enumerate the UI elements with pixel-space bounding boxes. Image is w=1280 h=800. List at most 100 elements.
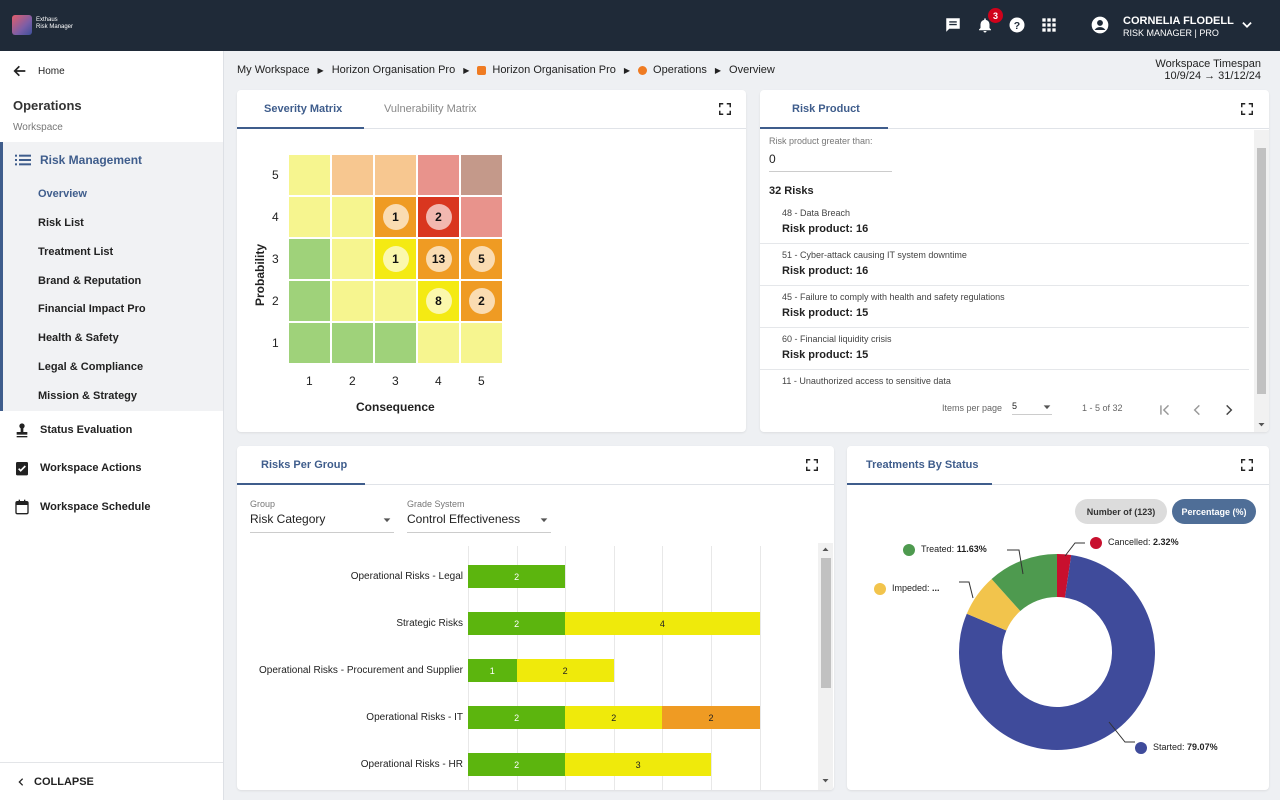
- impeded-legend-dot: [874, 583, 886, 595]
- sidebar-item-workspace-actions[interactable]: Workspace Actions: [14, 460, 141, 476]
- sidebar-item-overview[interactable]: Overview: [38, 188, 87, 200]
- risk-count-bubble[interactable]: 13: [425, 246, 452, 272]
- sidebar-item-status-evaluation[interactable]: Status Evaluation: [14, 422, 132, 438]
- breadcrumb-item[interactable]: Horizon Organisation Pro: [331, 64, 456, 76]
- chevron-down-icon[interactable]: [1236, 14, 1258, 36]
- collapse-sidebar-button[interactable]: COLLAPSE: [0, 762, 223, 800]
- treated-legend-label: Treated: 11.63%: [921, 544, 987, 554]
- risk-count-bubble[interactable]: 8: [425, 288, 452, 314]
- tab-treatments-by-status[interactable]: Treatments By Status: [866, 459, 979, 471]
- matrix-cell[interactable]: [461, 323, 502, 363]
- list-item[interactable]: 11 - Unauthorized access to sensitive da…: [760, 370, 1249, 412]
- list-item[interactable]: 45 - Failure to comply with health and s…: [760, 286, 1249, 328]
- scroll-down-icon[interactable]: [1257, 420, 1266, 429]
- risks-per-group-card: Risks Per Group Group Risk Category Grad…: [237, 446, 834, 790]
- donut-slice[interactable]: [991, 554, 1057, 612]
- risk-management-toggle[interactable]: Risk Management: [15, 153, 142, 167]
- list-item[interactable]: 51 - Cyber-attack causing IT system down…: [760, 244, 1249, 286]
- matrix-cell[interactable]: [332, 239, 373, 279]
- matrix-cell[interactable]: [289, 281, 330, 321]
- list-item[interactable]: 60 - Financial liquidity crisis Risk pro…: [760, 328, 1249, 370]
- matrix-cell[interactable]: [418, 155, 459, 195]
- previous-page-icon[interactable]: [1190, 403, 1204, 417]
- tab-risk-product[interactable]: Risk Product: [792, 103, 860, 115]
- sidebar-item-workspace-schedule[interactable]: Workspace Schedule: [14, 499, 150, 515]
- matrix-cell[interactable]: [332, 155, 373, 195]
- risk-count-bubble[interactable]: 1: [382, 246, 409, 272]
- number-toggle-button[interactable]: Number of (123): [1075, 499, 1167, 524]
- top-bar: Exthaus Risk Manager 3 ? CORNELIA FLODELL…: [0, 0, 1280, 51]
- group-select[interactable]: Risk Category: [250, 512, 394, 533]
- fullscreen-icon[interactable]: [718, 102, 732, 116]
- apps-grid-icon[interactable]: [1038, 14, 1060, 36]
- notifications-bell-icon[interactable]: [974, 14, 996, 36]
- donut-slice[interactable]: [1057, 554, 1072, 598]
- sidebar-item-treatment-list[interactable]: Treatment List: [38, 246, 114, 258]
- app-logo[interactable]: [12, 15, 32, 35]
- x-tick-label: 5: [478, 374, 485, 388]
- matrix-cell[interactable]: [375, 155, 416, 195]
- scrollbar-thumb[interactable]: [1257, 148, 1266, 394]
- grade-system-select[interactable]: Control Effectiveness: [407, 512, 551, 533]
- matrix-cell[interactable]: [375, 323, 416, 363]
- scroll-up-icon[interactable]: [821, 545, 830, 554]
- home-link[interactable]: Home: [12, 63, 65, 79]
- matrix-cell[interactable]: [332, 281, 373, 321]
- account-circle-icon[interactable]: [1089, 14, 1111, 36]
- bar-segment[interactable]: 2: [468, 612, 566, 635]
- bar-segment[interactable]: 3: [565, 753, 711, 776]
- bar-segment[interactable]: 2: [468, 565, 566, 588]
- scrollbar-thumb[interactable]: [821, 558, 831, 688]
- matrix-cell[interactable]: [289, 197, 330, 237]
- bar-segment[interactable]: 2: [468, 706, 566, 729]
- risk-count-bubble[interactable]: 5: [468, 246, 495, 272]
- matrix-cell[interactable]: [332, 197, 373, 237]
- bar-segment[interactable]: 2: [565, 706, 663, 729]
- list-item[interactable]: 48 - Data Breach Risk product: 16: [760, 202, 1249, 244]
- next-page-icon[interactable]: [1222, 403, 1236, 417]
- bar-segment[interactable]: 2: [516, 659, 614, 682]
- scroll-down-icon[interactable]: [821, 776, 830, 785]
- first-page-icon[interactable]: [1158, 403, 1172, 417]
- user-name[interactable]: CORNELIA FLODELL: [1123, 15, 1234, 27]
- breadcrumb-item[interactable]: Horizon Organisation Pro: [492, 64, 616, 76]
- risk-count-bubble[interactable]: 1: [382, 204, 409, 230]
- risk-count-bubble[interactable]: 2: [468, 288, 495, 314]
- legend-connector-line: [1108, 721, 1135, 743]
- sidebar-item-brand-reputation[interactable]: Brand & Reputation: [38, 275, 142, 287]
- percentage-toggle-button[interactable]: Percentage (%): [1172, 499, 1256, 524]
- matrix-cell[interactable]: [289, 323, 330, 363]
- sidebar-item-health-safety[interactable]: Health & Safety: [38, 332, 119, 344]
- risk-count-bubble[interactable]: 2: [425, 204, 452, 230]
- matrix-cell[interactable]: [461, 155, 502, 195]
- matrix-cell[interactable]: [461, 197, 502, 237]
- help-icon[interactable]: ?: [1006, 14, 1028, 36]
- bar-segment[interactable]: 2: [662, 706, 760, 729]
- matrix-cell[interactable]: [375, 281, 416, 321]
- fullscreen-icon[interactable]: [1240, 458, 1254, 472]
- chat-icon[interactable]: [942, 14, 964, 36]
- fullscreen-icon[interactable]: [1240, 102, 1254, 116]
- tab-severity-matrix[interactable]: Severity Matrix: [264, 103, 343, 115]
- bar-segment[interactable]: 4: [565, 612, 760, 635]
- items-per-page-select[interactable]: 5: [1012, 401, 1052, 415]
- tab-risks-per-group[interactable]: Risks Per Group: [261, 459, 348, 471]
- breadcrumb-item[interactable]: Operations: [653, 64, 707, 76]
- sidebar-item-financial-impact[interactable]: Financial Impact Pro: [38, 303, 146, 315]
- sidebar-item-risk-list[interactable]: Risk List: [38, 217, 84, 229]
- donut-slice[interactable]: [959, 555, 1155, 750]
- matrix-cell[interactable]: [289, 239, 330, 279]
- risk-product-filter-input[interactable]: 0: [769, 152, 892, 172]
- bar-segment[interactable]: 2: [468, 753, 566, 776]
- workspace-title: Operations: [13, 98, 82, 113]
- fullscreen-icon[interactable]: [805, 458, 819, 472]
- matrix-cell[interactable]: [332, 323, 373, 363]
- matrix-cell[interactable]: [418, 323, 459, 363]
- tab-vulnerability-matrix[interactable]: Vulnerability Matrix: [384, 103, 477, 115]
- donut-slice[interactable]: [966, 579, 1021, 631]
- sidebar-item-mission-strategy[interactable]: Mission & Strategy: [38, 390, 138, 402]
- sidebar-item-legal-compliance[interactable]: Legal & Compliance: [38, 361, 144, 373]
- breadcrumb-item[interactable]: My Workspace: [237, 64, 310, 76]
- bar-segment[interactable]: 1: [468, 659, 517, 682]
- matrix-cell[interactable]: [289, 155, 330, 195]
